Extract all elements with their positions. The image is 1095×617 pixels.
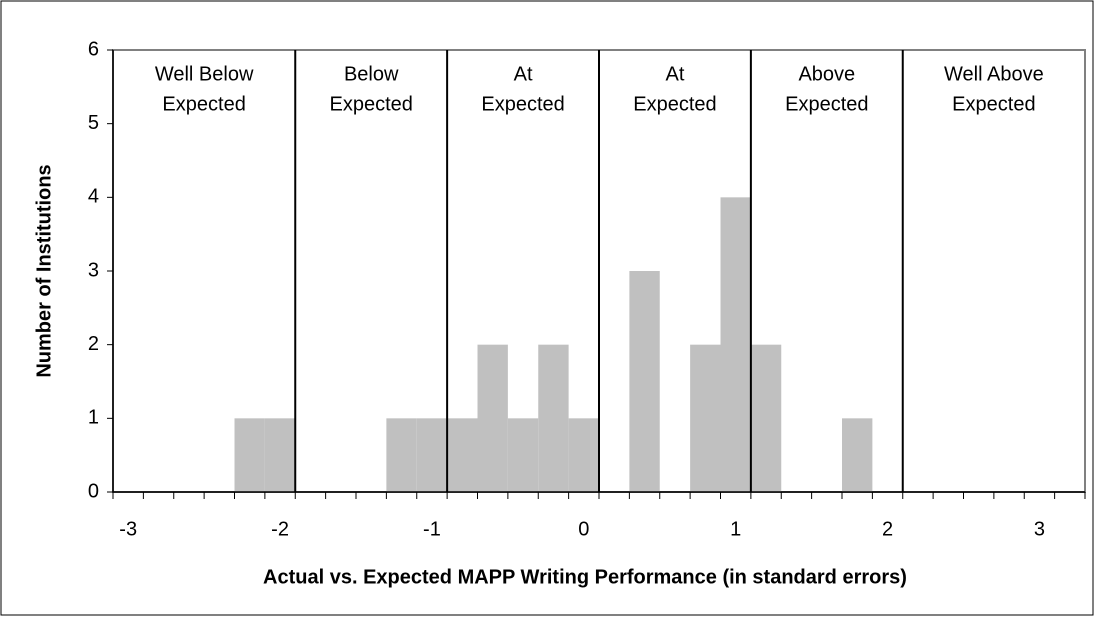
y-tick-label: 6 xyxy=(88,38,99,60)
x-tick-label: 0 xyxy=(578,518,589,540)
x-axis-title: Actual vs. Expected MAPP Writing Perform… xyxy=(263,566,907,588)
region-label: Expected xyxy=(785,93,868,115)
region-label: Well Above xyxy=(944,63,1044,85)
bar xyxy=(477,344,508,492)
region-label: Expected xyxy=(952,93,1035,115)
region-label: Expected xyxy=(481,93,564,115)
region-label: At xyxy=(514,63,533,85)
bar xyxy=(234,418,265,492)
x-tick-label: -1 xyxy=(423,518,441,540)
bar xyxy=(750,344,782,492)
region-label: Expected xyxy=(329,93,412,115)
region-label: Well Below xyxy=(155,63,254,85)
x-tick-label: 1 xyxy=(730,518,741,540)
region-label: Below xyxy=(344,63,399,85)
y-tick-label: 3 xyxy=(88,259,99,281)
x-tick-label: 2 xyxy=(882,518,893,540)
region-label: At xyxy=(665,63,684,85)
bar xyxy=(538,344,569,492)
bar xyxy=(568,418,599,492)
region-label: Above xyxy=(798,63,855,85)
bar xyxy=(416,418,448,492)
x-tick-label: -3 xyxy=(119,518,137,540)
bar xyxy=(629,271,660,492)
y-axis-title: Number of Institutions xyxy=(33,164,55,377)
bar xyxy=(690,344,721,492)
bar xyxy=(386,418,417,492)
bar xyxy=(842,418,873,492)
bar xyxy=(720,197,751,493)
y-tick-label: 4 xyxy=(88,186,99,208)
region-label: Expected xyxy=(162,93,245,115)
y-tick-label: 2 xyxy=(88,333,99,355)
x-tick-label: 3 xyxy=(1034,518,1045,540)
y-tick-label: 5 xyxy=(88,112,99,134)
bar xyxy=(507,418,539,492)
bar xyxy=(447,418,478,492)
y-tick-label: 1 xyxy=(88,407,99,429)
x-tick-label: -2 xyxy=(271,518,289,540)
y-tick-label: 0 xyxy=(88,480,99,502)
region-label: Expected xyxy=(633,93,716,115)
bar xyxy=(264,418,296,492)
